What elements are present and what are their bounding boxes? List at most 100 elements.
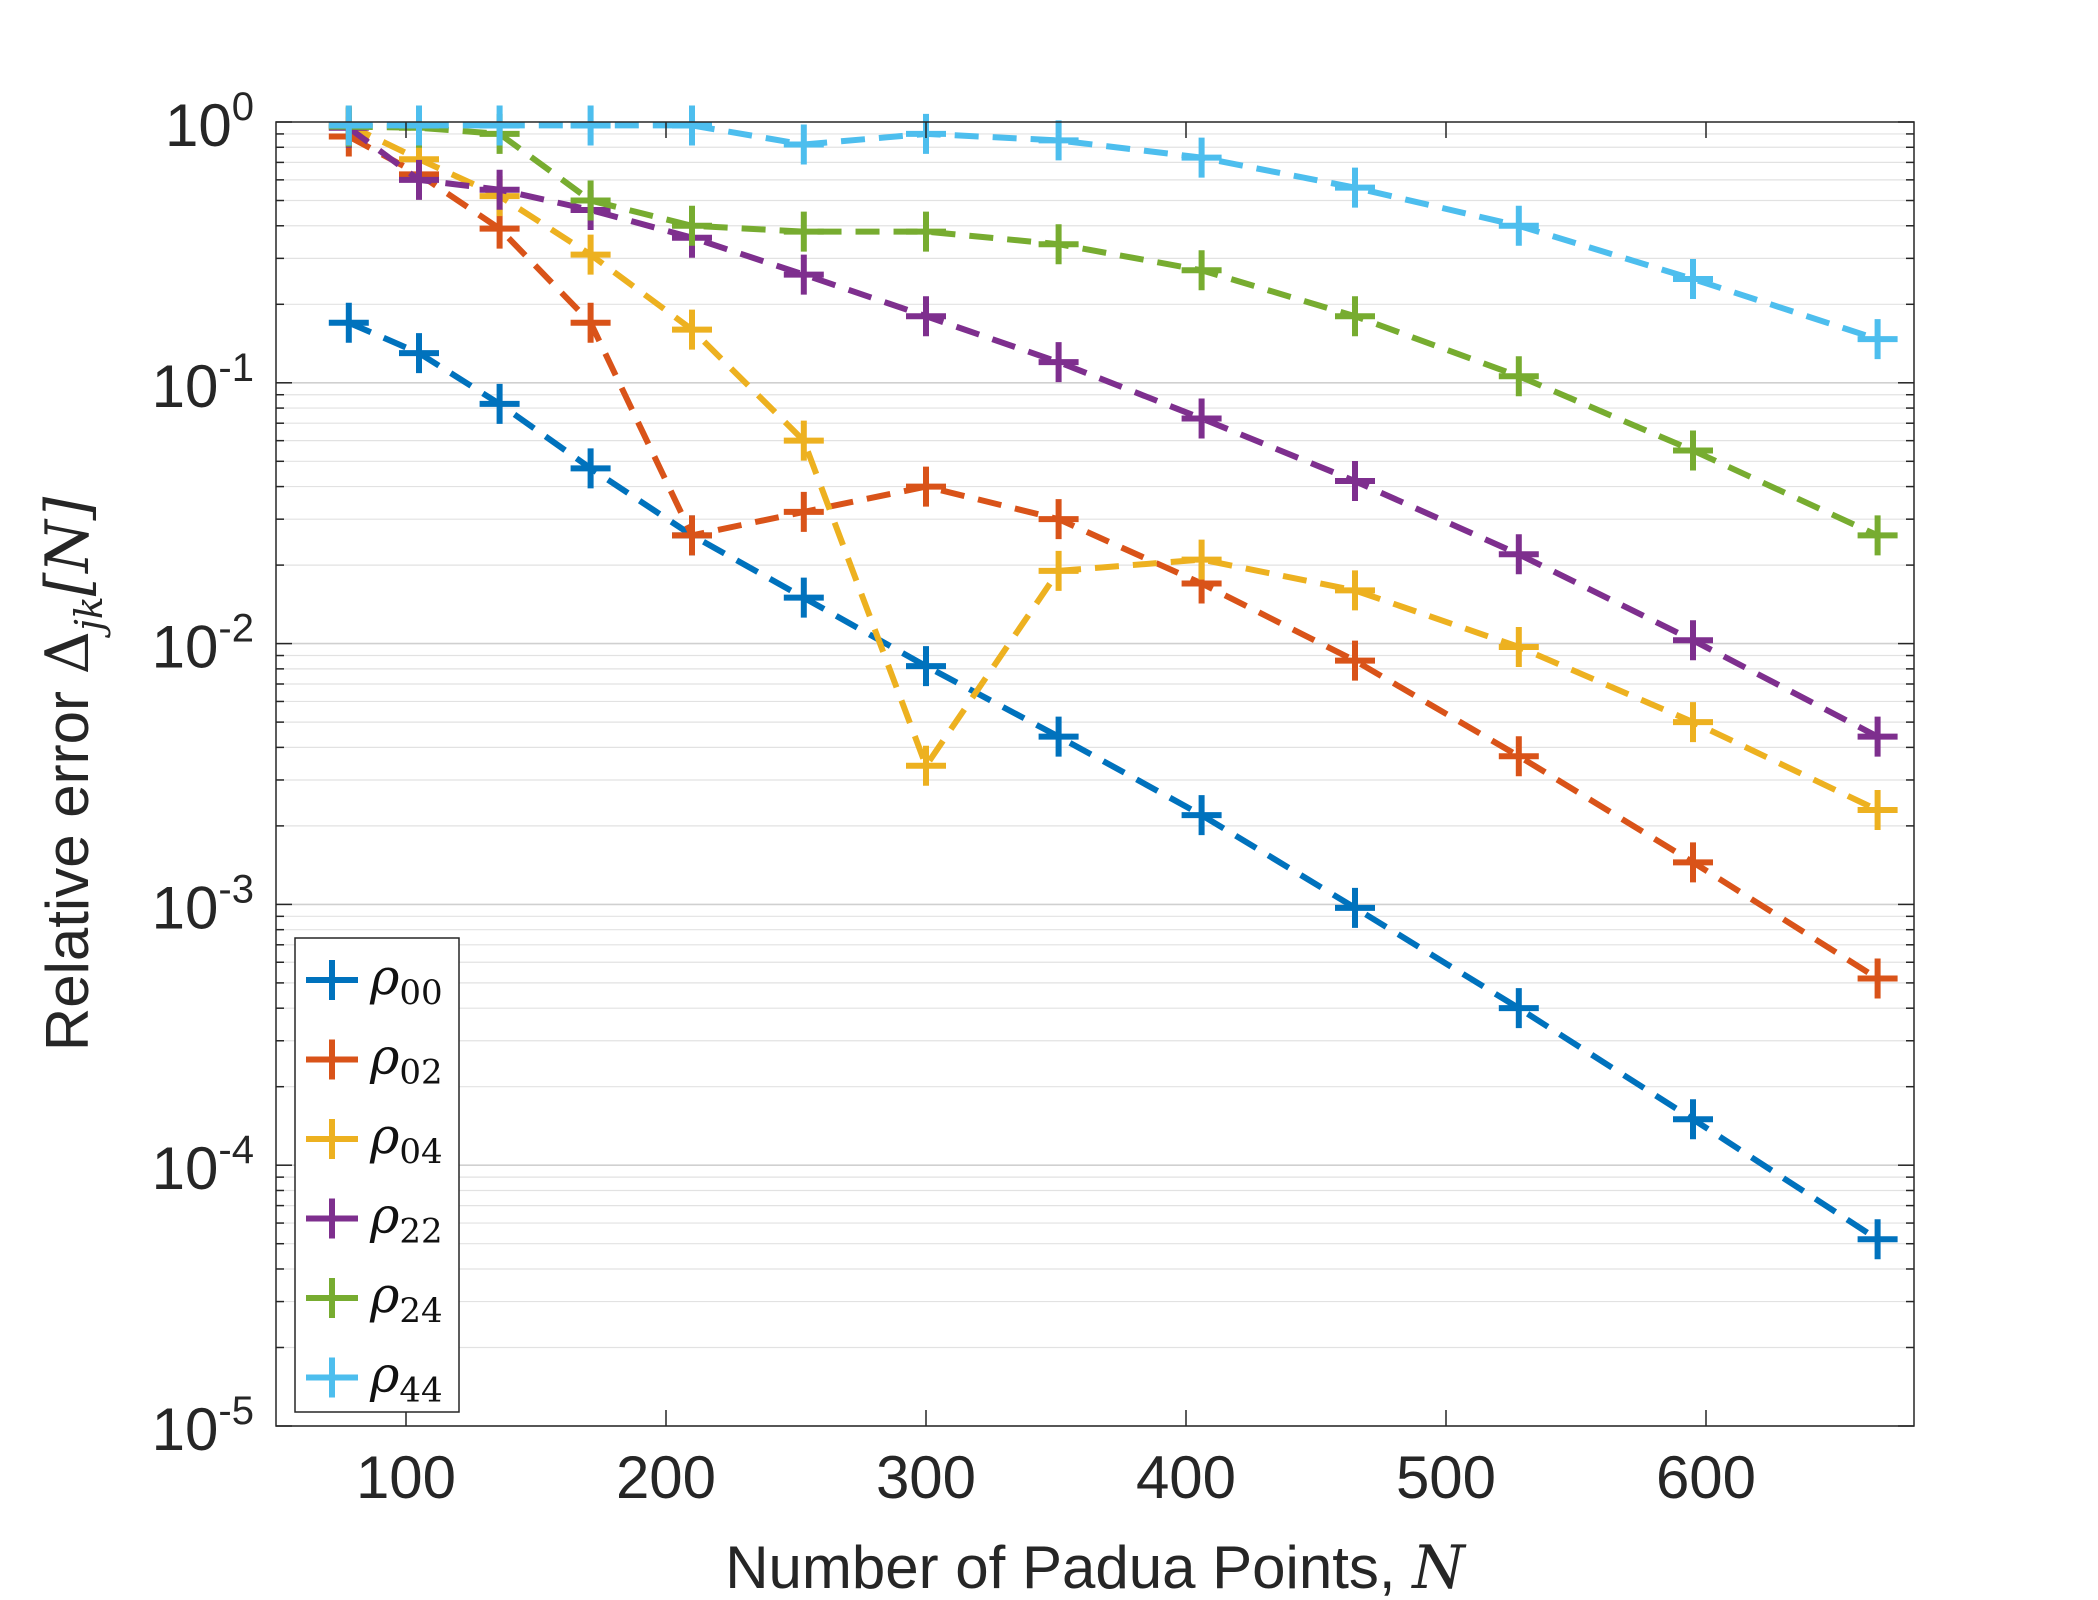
legend-item-02: ρ02	[306, 1028, 443, 1093]
data-point-04	[1335, 570, 1375, 611]
y-tick-label-base: 10	[165, 92, 232, 159]
y-axis-title-arg: [N]	[33, 496, 103, 596]
data-point-22	[1038, 342, 1079, 383]
legend-marker	[312, 1198, 352, 1239]
y-tick-label-exponent: -3	[218, 867, 254, 911]
data-point-00	[1673, 1099, 1713, 1140]
y-tick-label-base: 10	[152, 1135, 219, 1202]
plot-area	[275, 105, 1915, 1427]
data-point-24	[1038, 224, 1079, 265]
legend-marker	[312, 1278, 352, 1318]
data-point-22	[1857, 716, 1898, 757]
data-point-02	[672, 515, 712, 556]
data-point-44	[1498, 205, 1539, 246]
legend-label-symbol: ρ	[369, 1028, 400, 1086]
y-tick-label-exponent: -1	[218, 346, 254, 390]
data-point-44	[479, 105, 520, 146]
legend-item-24: ρ24	[306, 1266, 443, 1331]
y-axis-title: Relative error Δjk[N]	[33, 496, 111, 1051]
data-point-00	[399, 333, 439, 374]
legend-label: ρ04	[369, 1107, 443, 1172]
data-point-00	[1038, 716, 1079, 757]
legend-label: ρ02	[369, 1028, 443, 1093]
y-tick-label: 10-2	[152, 607, 254, 681]
y-axis-title-symbol: Δ	[33, 631, 103, 674]
data-point-22	[1335, 461, 1375, 502]
y-tick-label: 10-4	[152, 1128, 254, 1202]
series-22	[328, 107, 1898, 757]
x-tick-label: 300	[876, 1444, 976, 1511]
legend-marker	[312, 1119, 352, 1159]
legend-item-04: ρ04	[306, 1107, 443, 1172]
data-point-44	[1857, 319, 1898, 360]
y-tick-label: 10-1	[152, 346, 254, 420]
legend-label-subscript: 22	[399, 1212, 442, 1252]
data-point-24	[1181, 250, 1222, 291]
data-point-44	[783, 124, 824, 165]
data-point-44	[672, 105, 712, 146]
data-point-44	[1673, 259, 1713, 300]
data-point-44	[1335, 167, 1375, 208]
legend-label: ρ24	[369, 1266, 443, 1331]
y-tick-label-base: 10	[152, 353, 219, 420]
x-axis-title-text: Number of Padua Points,	[725, 1534, 1412, 1600]
data-point-24	[570, 180, 611, 221]
data-point-04	[783, 420, 824, 461]
legend-label-subscript: 02	[399, 1053, 442, 1093]
data-point-00	[1857, 1219, 1898, 1260]
data-point-00	[479, 383, 520, 424]
data-point-04	[1498, 627, 1539, 668]
legend-box	[294, 937, 460, 1413]
data-point-02	[1673, 842, 1713, 883]
data-point-22	[1181, 398, 1222, 439]
legend-marker	[312, 960, 352, 1000]
x-tick-label: 600	[1656, 1444, 1756, 1511]
y-tick-label-exponent: -5	[218, 1389, 254, 1433]
legend-label-symbol: ρ	[369, 1266, 400, 1324]
data-point-24	[1673, 430, 1713, 471]
data-point-00	[570, 448, 611, 489]
data-point-02	[906, 466, 946, 507]
legend-label: ρ44	[369, 1346, 443, 1411]
data-point-02	[570, 302, 611, 343]
x-axis-title: Number of Padua Points, N	[725, 1533, 1467, 1600]
data-point-02	[1335, 640, 1375, 681]
x-tick-labels: 100 200 300 400 500 600	[356, 1444, 1756, 1511]
axes-frame	[275, 121, 1915, 1427]
y-tick-label-exponent: 0	[232, 85, 254, 129]
data-point-02	[1498, 736, 1539, 777]
data-point-04	[1857, 790, 1898, 831]
data-point-00	[1335, 887, 1375, 928]
data-point-00	[906, 646, 946, 687]
legend-label-subscript: 00	[399, 973, 442, 1013]
data-point-02	[1038, 499, 1079, 540]
data-point-04	[1673, 702, 1713, 743]
y-axis-title-subscript: jk	[67, 596, 111, 638]
legend-label-subscript: 04	[399, 1132, 442, 1172]
data-point-02	[1857, 958, 1898, 999]
data-point-00	[328, 302, 369, 343]
data-point-24	[1857, 515, 1898, 556]
legend-label-symbol: ρ	[369, 1187, 400, 1245]
y-axis-title-text: Relative error	[34, 674, 101, 1051]
legend-item-00: ρ00	[306, 948, 443, 1013]
series-24	[328, 106, 1898, 556]
data-point-04	[570, 234, 611, 275]
axes-background	[276, 122, 1914, 1426]
legend-label: ρ00	[369, 948, 443, 1013]
data-point-22	[1498, 534, 1539, 575]
x-axis-title-symbol: N	[1410, 1533, 1467, 1600]
series-00	[328, 302, 1898, 1260]
data-point-44	[328, 105, 369, 146]
x-tick-label: 100	[356, 1444, 456, 1511]
data-point-00	[1181, 795, 1222, 836]
data-point-04	[906, 745, 946, 786]
legend-label: ρ22	[369, 1187, 443, 1252]
x-tick-label: 500	[1396, 1444, 1496, 1511]
data-point-00	[783, 577, 824, 618]
legend-marker	[312, 1039, 352, 1080]
y-tick-label-base: 10	[152, 614, 219, 681]
legend-marker	[312, 1357, 352, 1398]
data-point-44	[1181, 137, 1222, 178]
